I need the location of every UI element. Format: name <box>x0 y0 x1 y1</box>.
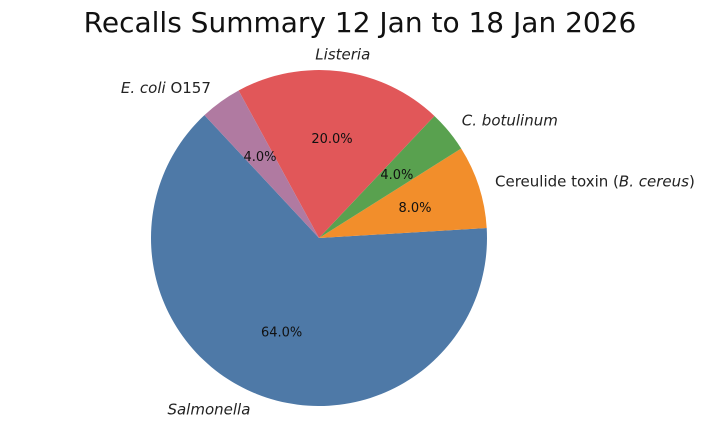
slice-label-e-coli-o157: E. coli O157 <box>121 79 211 97</box>
pct-label-c-botulinum: 4.0% <box>380 168 413 183</box>
chart-title: Recalls Summary 12 Jan to 18 Jan 2026 <box>83 6 637 39</box>
slice-label-salmonella: Salmonella <box>167 401 250 419</box>
pie-slice-salmonella <box>150 115 487 406</box>
pct-label-cereulide-toxin-b-cereus: 8.0% <box>398 201 431 216</box>
pct-label-salmonella: 64.0% <box>261 326 302 341</box>
pie-slice-e-coli-o157 <box>204 90 319 238</box>
pie-slice-c-botulinum <box>319 115 462 238</box>
slice-label-cereulide-toxin-b-cereus: Cereulide toxin (B. cereus) <box>495 173 695 191</box>
pie-slice-listeria <box>238 70 435 238</box>
slice-label-listeria: Listeria <box>315 46 370 64</box>
pct-label-listeria: 20.0% <box>311 132 352 147</box>
slice-label-c-botulinum: C. botulinum <box>462 112 558 130</box>
pct-label-e-coli-o157: 4.0% <box>243 150 276 165</box>
pie-slice-cereulide-toxin-b-cereus <box>319 148 487 238</box>
